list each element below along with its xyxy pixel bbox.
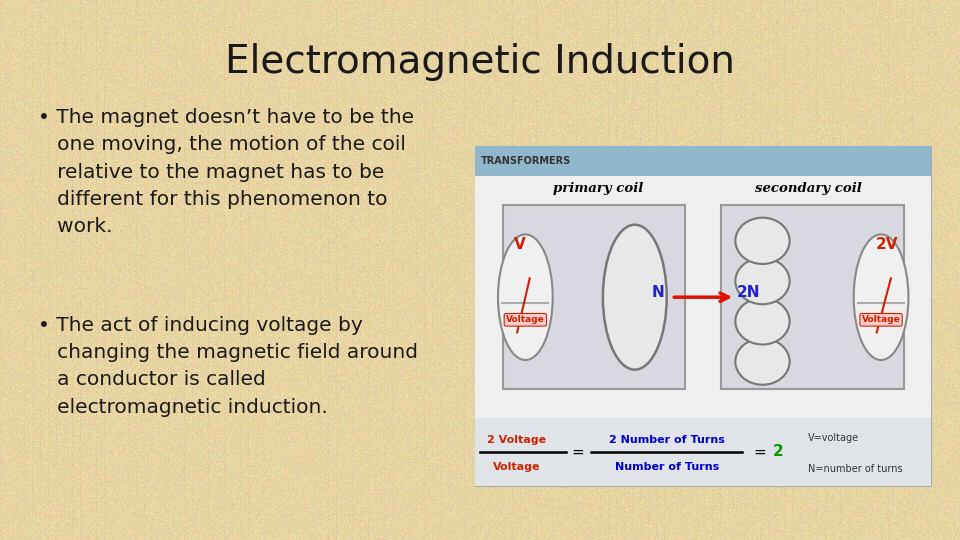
Bar (475, 146, 931, 486)
Text: Voltage: Voltage (492, 462, 540, 472)
Text: 2N: 2N (737, 285, 760, 300)
Bar (475, 146, 931, 177)
Text: 2: 2 (773, 444, 783, 460)
Text: N=number of turns: N=number of turns (808, 464, 902, 474)
Text: =: = (754, 444, 767, 460)
Text: N: N (651, 285, 664, 300)
Bar (503, 205, 685, 389)
Bar (475, 418, 931, 486)
Text: Voltage: Voltage (862, 315, 900, 325)
Text: Electromagnetic Induction: Electromagnetic Induction (225, 43, 735, 81)
Text: 2 Number of Turns: 2 Number of Turns (609, 435, 725, 445)
Text: Voltage: Voltage (506, 315, 544, 325)
Ellipse shape (498, 234, 553, 360)
Bar (722, 205, 903, 389)
Text: V: V (514, 237, 526, 252)
Text: secondary coil: secondary coil (755, 182, 861, 195)
Bar (475, 177, 931, 418)
Text: V=voltage: V=voltage (808, 433, 859, 443)
Ellipse shape (853, 234, 908, 360)
Text: 2 Voltage: 2 Voltage (487, 435, 546, 445)
Ellipse shape (735, 298, 790, 345)
Text: =: = (571, 444, 585, 460)
Ellipse shape (603, 225, 666, 370)
Ellipse shape (735, 339, 790, 384)
Text: TRANSFORMERS: TRANSFORMERS (481, 156, 571, 166)
Ellipse shape (735, 218, 790, 264)
Text: • The act of inducing voltage by
   changing the magnetic field around
   a cond: • The act of inducing voltage by changin… (38, 316, 419, 417)
Ellipse shape (735, 258, 790, 304)
Text: Number of Turns: Number of Turns (614, 462, 719, 472)
Text: primary coil: primary coil (553, 182, 643, 195)
Text: 2V: 2V (876, 237, 898, 252)
Text: • The magnet doesn’t have to be the
   one moving, the motion of the coil
   rel: • The magnet doesn’t have to be the one … (38, 108, 415, 236)
